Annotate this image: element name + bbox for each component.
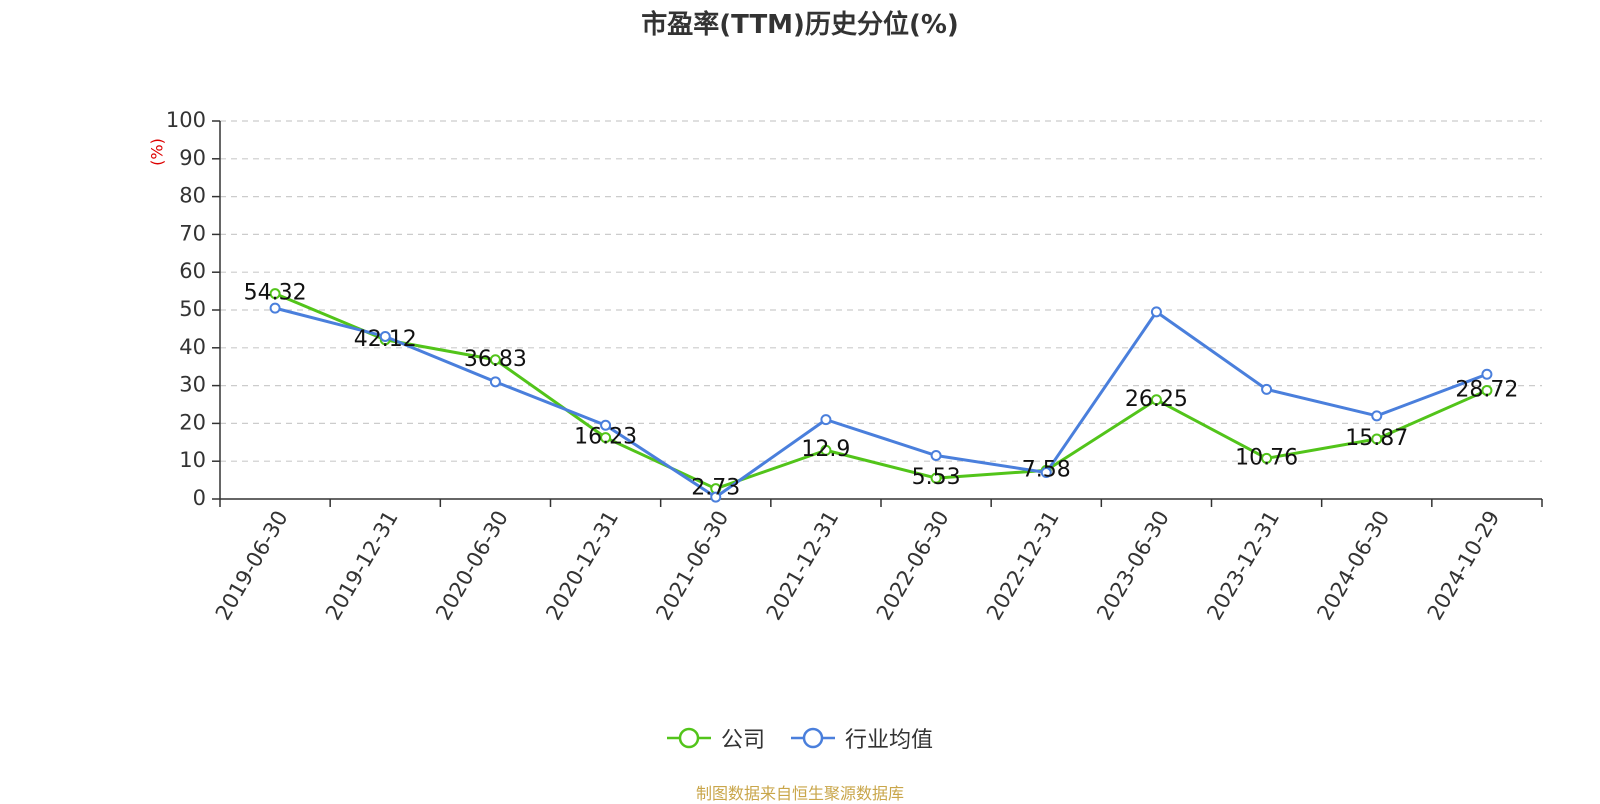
- company-point: [1150, 394, 1162, 406]
- x-tick-label: 2021-12-31: [762, 507, 844, 625]
- legend: 公司 行业均值: [0, 722, 1600, 754]
- company-point: [1371, 433, 1383, 445]
- data-labels: 54.32 42.12 36.83 16.23 2.73 12.9 5.53 7.58 26.2…: [244, 281, 1519, 501]
- x-tick-label: 2019-06-30: [211, 507, 293, 625]
- legend-item-industry-average[interactable]: 行业均值: [791, 722, 933, 754]
- legend-item-company[interactable]: 公司: [666, 722, 765, 754]
- y-tick-label: 60: [179, 259, 206, 283]
- industry-average-point: [1040, 467, 1052, 479]
- industry-average-point: [710, 491, 722, 503]
- y-tick-label: 100: [166, 108, 206, 132]
- legend-label-industry-average: 行业均值: [845, 728, 934, 753]
- y-tick-label: 10: [179, 448, 206, 472]
- x-tick-label: 2024-06-30: [1312, 507, 1394, 625]
- company-data-label: 26.25: [1125, 387, 1188, 412]
- legend-marker-industry-average: [791, 727, 835, 749]
- y-tick-label: 20: [179, 410, 206, 434]
- company-point: [930, 472, 942, 484]
- industry-average-point: [930, 450, 942, 462]
- company-data-label: 36.83: [464, 347, 527, 372]
- x-tick-label: 2021-06-30: [651, 507, 733, 625]
- legend-label-company: 公司: [720, 728, 765, 753]
- series-lines: [269, 288, 1493, 503]
- company-data-label: 7.58: [1022, 457, 1071, 482]
- company-point: [1481, 384, 1493, 396]
- x-tick-label: 2020-12-31: [541, 507, 623, 625]
- y-axis-unit-label: (%): [148, 138, 167, 166]
- industry-average-point: [489, 376, 501, 388]
- industry-average-point: [269, 302, 281, 314]
- company-point: [1261, 452, 1273, 464]
- company-point: [269, 288, 281, 300]
- y-tick-label: 30: [179, 373, 206, 397]
- x-tick-label: 2022-12-31: [982, 507, 1064, 625]
- legend-marker-company: [666, 727, 711, 749]
- company-data-label: 5.53: [912, 465, 961, 490]
- industry-average-point: [600, 419, 612, 431]
- company-data-label: 12.9: [801, 437, 850, 462]
- industry-average-point: [379, 330, 391, 342]
- industry-average-point: [1481, 368, 1493, 380]
- x-tick-label: 2019-12-31: [321, 507, 403, 625]
- company-data-label: 54.32: [244, 281, 307, 306]
- company-point: [600, 432, 612, 444]
- company-data-label: 15.87: [1345, 426, 1408, 451]
- company-series-line: [274, 292, 1488, 491]
- x-tick-label: 2023-06-30: [1092, 507, 1174, 625]
- y-tick-label: 0: [193, 486, 206, 510]
- x-tick-label: 2024-10-29: [1423, 507, 1505, 625]
- y-tick-label: 50: [179, 297, 206, 321]
- x-tick-label: 2023-12-31: [1202, 507, 1284, 625]
- axes: 0 10 20 30 40 50 60 70 80 90 100 2019-06-30 2019-12-…: [166, 108, 1543, 625]
- industry-average-series-line: [274, 306, 1488, 499]
- company-data-label: 10.76: [1235, 445, 1298, 470]
- company-data-label: 16.23: [574, 425, 637, 450]
- x-tick-label: 2022-06-30: [872, 506, 954, 624]
- company-data-label: 28.72: [1455, 377, 1518, 402]
- grid-lines: [220, 120, 1542, 462]
- data-source-note: 制图数据来自恒生聚源数据库: [695, 784, 904, 803]
- industry-average-point: [820, 414, 832, 426]
- company-data-label: 42.12: [354, 327, 417, 352]
- x-tick-label: 2020-06-30: [431, 506, 513, 624]
- y-tick-label: 40: [179, 335, 206, 359]
- industry-average-point: [1150, 306, 1162, 318]
- company-data-label: 2.73: [691, 476, 740, 501]
- y-tick-label: 70: [179, 221, 206, 245]
- company-point: [489, 354, 501, 366]
- y-tick-label: 80: [179, 184, 206, 208]
- industry-average-point: [1261, 383, 1273, 395]
- industry-average-point: [1371, 410, 1383, 422]
- y-tick-label: 90: [179, 146, 206, 170]
- company-point: [820, 444, 832, 456]
- chart-title: 市盈率(TTM)历史分位(%): [641, 10, 959, 40]
